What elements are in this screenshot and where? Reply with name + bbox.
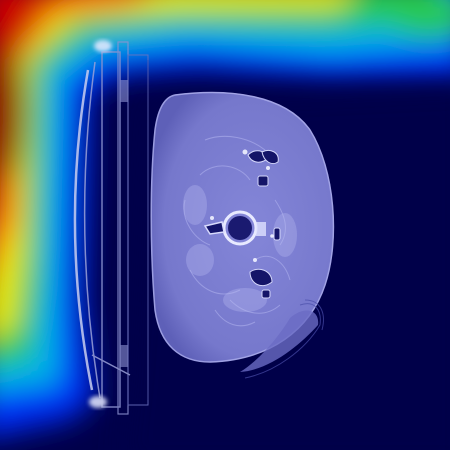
- patient-body-slice: [150, 91, 335, 372]
- attention-heatmap: [0, 0, 450, 436]
- ct-table-frame: [73, 40, 149, 415]
- table-pad-outline: [244, 299, 324, 379]
- contrast-highlights: [210, 149, 274, 262]
- vertebra: [203, 210, 266, 246]
- bowel-gas: [247, 149, 281, 299]
